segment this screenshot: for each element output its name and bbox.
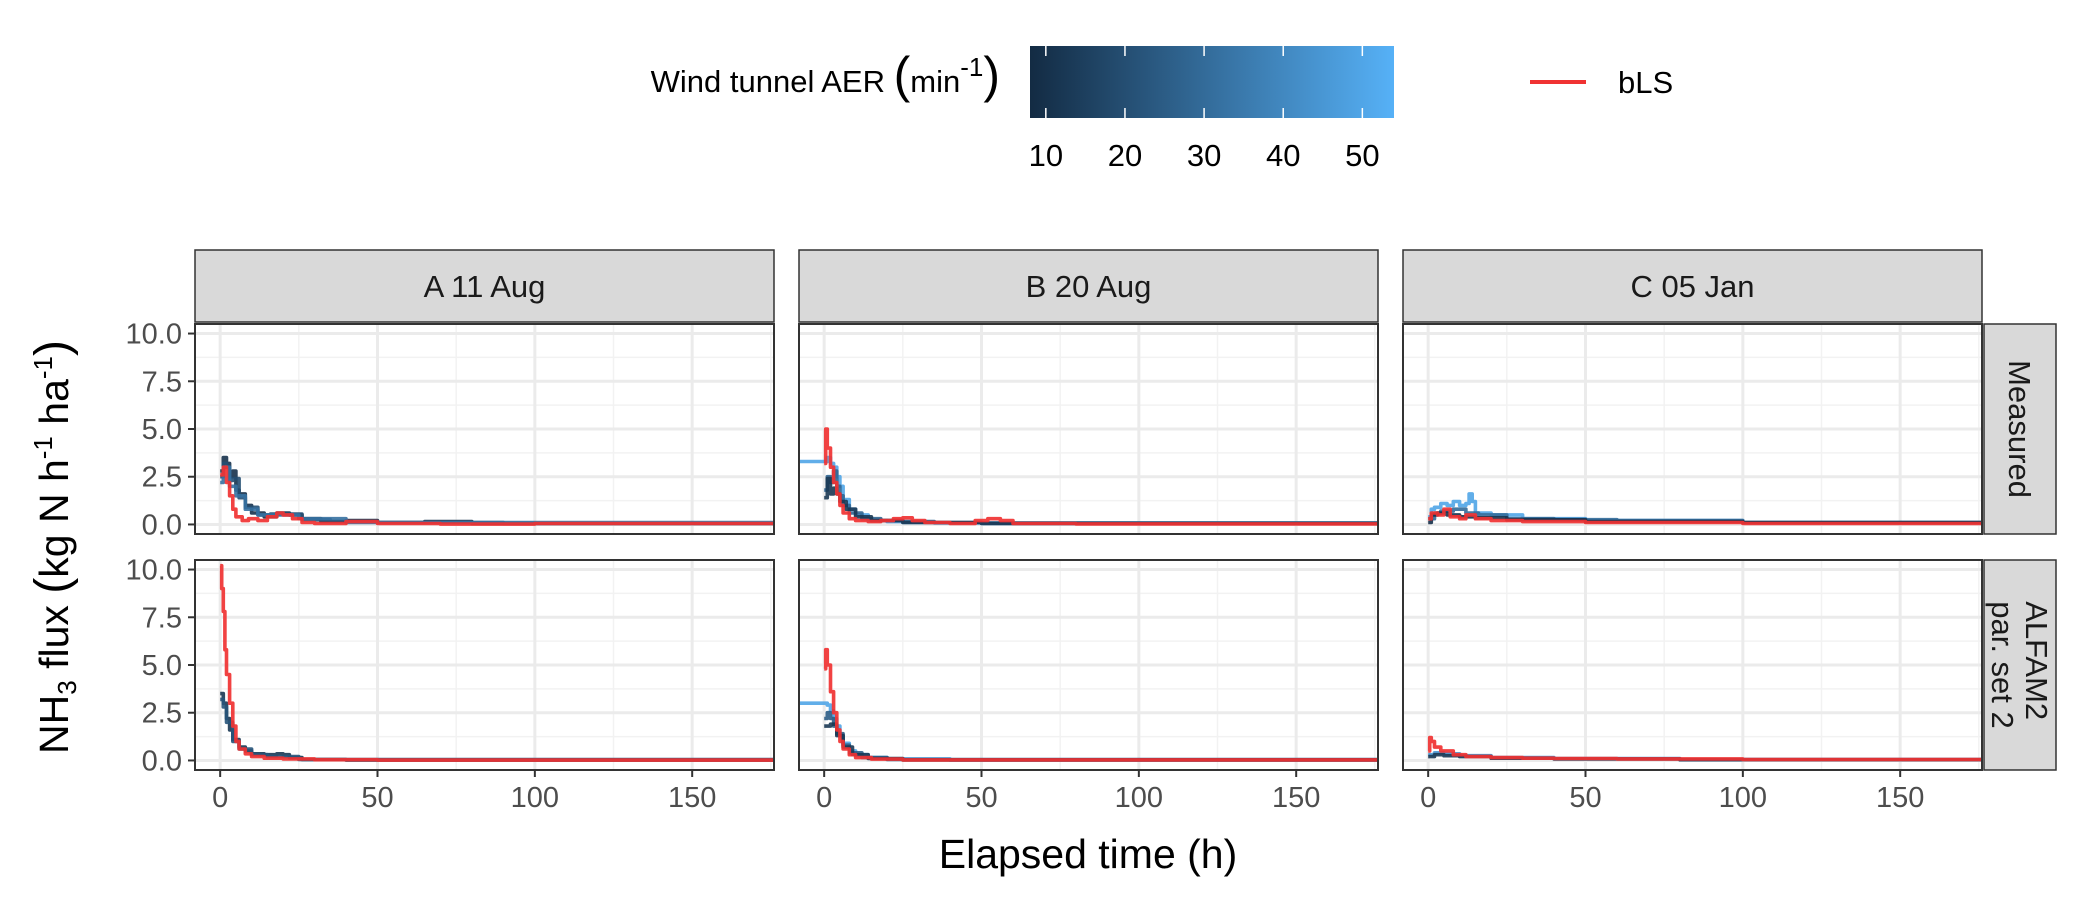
y-tick-label: 2.5 (142, 462, 182, 494)
strip-col-a (194, 249, 775, 323)
strip-col-b-label: B 20 Aug (1026, 269, 1152, 304)
panel-series (799, 647, 1378, 762)
y-tick-label: 7.5 (142, 602, 182, 634)
y-tick-label: 7.5 (142, 366, 182, 398)
panel-0-0 (194, 323, 775, 535)
panel-border (1402, 323, 1983, 535)
x-tick-label: 100 (511, 782, 559, 814)
strip-row-measured (1983, 323, 2057, 535)
colorbar-gradient (1030, 46, 1394, 118)
colorbar-tick-label: 30 (1187, 138, 1221, 173)
x-tick-label: 100 (1115, 782, 1163, 814)
x-tick-label: 0 (816, 782, 832, 814)
panel-1-0 (798, 323, 1379, 535)
colorbar-title-paren-close: ) (983, 47, 1000, 103)
x-tick-label: 0 (1420, 782, 1436, 814)
panel-2-0 (1402, 323, 1983, 535)
x-tick-label: 50 (1569, 782, 1601, 814)
strip-row-measured-label: Measured (2002, 360, 2037, 498)
x-axis-ticks: 0 50 100 150 0 50 100 150 0 50 100 150 (212, 770, 1924, 814)
colorbar-legend: Wind tunnel AER (min-1) 10 20 30 40 50 (651, 46, 1394, 173)
y-title-exp2: -1 (28, 356, 58, 379)
x-tick-label: 50 (965, 782, 997, 814)
series-line-wind-tunnel (220, 465, 774, 525)
colorbar-tick-label: 40 (1266, 138, 1300, 173)
y-tick-label: 0.0 (142, 745, 182, 777)
panel-series (1427, 735, 1982, 762)
series-line-bls (220, 465, 774, 526)
colorbar-tick-label: 10 (1029, 138, 1063, 173)
x-tick-label: 0 (212, 782, 228, 814)
series-line-bls (823, 647, 1378, 762)
panel-0-1 (194, 559, 775, 771)
y-tick-label: 5.0 (142, 650, 182, 682)
panel-series (219, 563, 774, 762)
y-axis-ticks: 0.0 2.5 5.0 7.5 10.0 0.0 2.5 5.0 7.5 10.0 (126, 319, 195, 777)
x-tick-label: 50 (361, 782, 393, 814)
strip-col-a-label: A 11 Aug (424, 269, 546, 304)
line-legend: bLS (1530, 65, 1673, 100)
strip-row-alfam2 (1983, 559, 2057, 771)
panel-series (1428, 492, 1982, 526)
strip-col-c (1402, 249, 1983, 323)
y-tick-label: 0.0 (142, 509, 182, 541)
colorbar-title-main: Wind tunnel AER (651, 64, 894, 99)
y-title-exp1: -1 (28, 436, 58, 459)
y-title-flux: flux (31, 594, 77, 681)
strip-row-alfam2-line1: ALFAM2 (2019, 601, 2054, 720)
colorbar-ticks: 10 20 30 40 50 (1029, 46, 1380, 173)
y-title-paren-open: ( (26, 578, 79, 594)
y-tick-label: 10.0 (126, 319, 182, 351)
legend-line-label: bLS (1618, 65, 1673, 100)
y-title-paren-close: ) (26, 340, 79, 356)
series-line-bls (1427, 735, 1982, 762)
x-tick-label: 100 (1719, 782, 1767, 814)
panel-border (798, 323, 1379, 535)
x-tick-label: 150 (668, 782, 716, 814)
colorbar-tick-label: 50 (1345, 138, 1379, 173)
colorbar-tick-label: 20 (1108, 138, 1142, 173)
strip-row-alfam2-label: ALFAM2 par. set 2 (1985, 601, 2054, 729)
x-axis-title: Elapsed time (h) (939, 831, 1238, 877)
y-title-unit1: kg N h (31, 459, 77, 578)
colorbar-title-unit: min (910, 64, 960, 99)
panel-series (220, 455, 774, 526)
panel-2-1 (1402, 559, 1983, 771)
colorbar-title: Wind tunnel AER (min-1) (651, 47, 1000, 103)
y-tick-label: 2.5 (142, 698, 182, 730)
strip-col-c-label: C 05 Jan (1630, 269, 1754, 304)
plot-panels (194, 323, 1983, 771)
series-line-bls (219, 563, 774, 762)
y-title-unit2: ha (31, 379, 77, 436)
row-strips: Measured ALFAM2 par. set 2 (1983, 323, 2057, 771)
y-title-sub: 3 (52, 680, 82, 694)
x-tick-label: 150 (1876, 782, 1924, 814)
strip-col-b (798, 249, 1379, 323)
panel-series (799, 427, 1378, 526)
y-tick-label: 10.0 (126, 555, 182, 587)
y-tick-label: 5.0 (142, 414, 182, 446)
y-title-nh: NH (31, 695, 77, 754)
x-tick-label: 150 (1272, 782, 1320, 814)
colorbar-title-paren-open: ( (894, 47, 911, 103)
column-strips: A 11 Aug B 20 Aug C 05 Jan (194, 249, 1983, 323)
panel-border (1402, 559, 1983, 771)
series-line-bls (1428, 507, 1982, 526)
y-axis-title: NH3 flux (kg N h-1 ha-1) (26, 340, 82, 754)
panel-1-1 (798, 559, 1379, 771)
panel-border (798, 559, 1379, 771)
colorbar-title-exp: -1 (960, 52, 983, 82)
strip-row-alfam2-line2: par. set 2 (1985, 601, 2020, 729)
series-line-bls (823, 427, 1378, 526)
